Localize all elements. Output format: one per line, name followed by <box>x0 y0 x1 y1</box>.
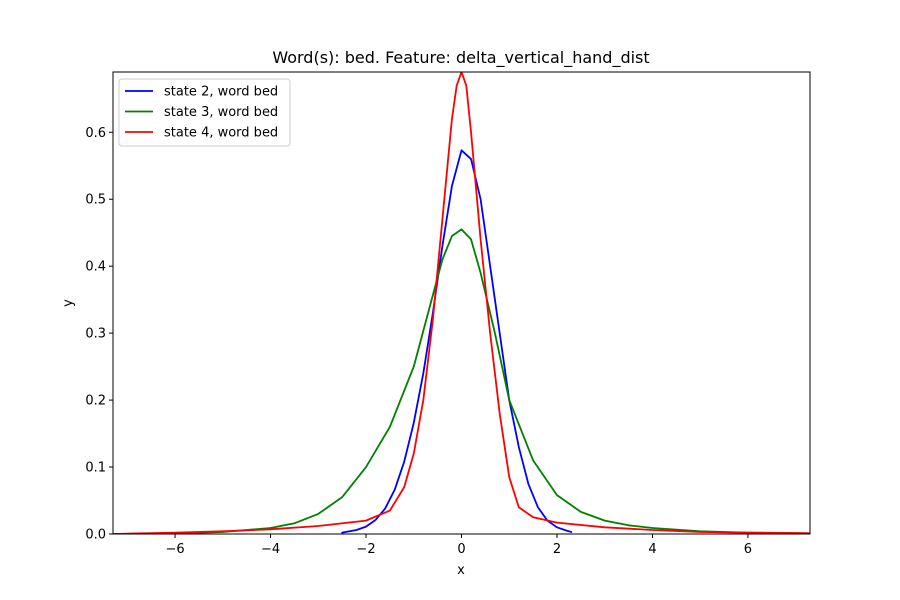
chart-title: Word(s): bed. Feature: delta_vertical_ha… <box>272 48 649 68</box>
series-line-3 <box>113 72 810 534</box>
legend: state 2, word bed state 3, word bed state … <box>118 78 291 147</box>
x-tick-label: 4 <box>648 542 656 557</box>
legend-label-1: state 2, word bed <box>164 85 278 100</box>
legend-box <box>118 78 291 147</box>
y-tick-label: 0.6 <box>85 126 106 141</box>
y-tick-label: 0.5 <box>85 193 106 208</box>
series-line-2 <box>113 228 810 534</box>
x-axis-label: x <box>457 563 465 578</box>
axis-ticks: −6 −4 −2 0 2 4 6 0.0 0.1 0.2 0.3 0.4 0.5 0.6 <box>85 126 752 557</box>
series-line-1 <box>341 149 573 534</box>
x-tick-label: −4 <box>261 542 280 557</box>
x-tick-label: −2 <box>356 542 375 557</box>
y-tick-label: 0.2 <box>85 394 106 409</box>
y-tick-label: 0.4 <box>85 260 106 275</box>
y-tick-label: 0.1 <box>85 461 106 476</box>
y-axis-label: y <box>61 299 76 307</box>
x-tick-label: 6 <box>744 542 752 557</box>
x-tick-label: −6 <box>165 542 184 557</box>
legend-label-3: state 4, word bed <box>164 126 278 141</box>
series-lines <box>113 72 810 534</box>
x-tick-label: 2 <box>553 542 561 557</box>
plot-area <box>112 71 811 535</box>
legend-label-2: state 3, word bed <box>164 105 278 120</box>
x-tick-label: 0 <box>457 542 465 557</box>
y-tick-label: 0.3 <box>85 327 106 342</box>
y-tick-label: 0.0 <box>85 528 106 543</box>
